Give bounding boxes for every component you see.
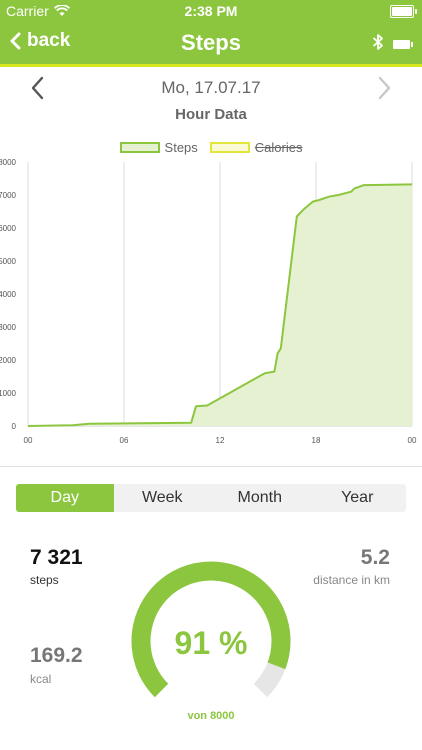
y-tick-label: 1000 — [0, 389, 17, 398]
bluetooth-icon[interactable] — [372, 33, 384, 51]
y-tick-label: 7000 — [0, 191, 17, 200]
status-time: 2:38 PM — [184, 3, 238, 19]
battery-icon — [390, 5, 417, 18]
x-tick-label: 12 — [216, 436, 225, 445]
y-tick-label: 8000 — [0, 158, 17, 167]
y-tick-label: 3000 — [0, 323, 17, 332]
steps-value: 7 321 — [30, 546, 83, 569]
device-battery-icon — [393, 40, 413, 49]
tab-week[interactable]: Week — [141, 489, 183, 506]
tab-year[interactable]: Year — [341, 489, 374, 506]
back-label: back — [27, 30, 71, 51]
chart-legend: Steps Calories — [0, 140, 422, 155]
back-button[interactable]: back — [10, 30, 70, 52]
distance-label: distance in km — [313, 573, 390, 587]
legend-item-steps[interactable]: Steps — [119, 140, 198, 155]
current-date: Mo, 17.07.17 — [161, 78, 261, 97]
date-navigator: Mo, 17.07.17 — [0, 74, 422, 106]
page-title: Steps — [181, 30, 241, 55]
period-selector: Day Week Month Year — [16, 484, 406, 512]
y-tick-label: 5000 — [0, 257, 17, 266]
kcal-label: kcal — [30, 672, 52, 686]
tab-month[interactable]: Month — [237, 489, 282, 506]
x-tick-label: 00 — [24, 436, 33, 445]
carrier-label: Carrier — [6, 3, 49, 19]
y-tick-label: 4000 — [0, 290, 17, 299]
nav-bar: back Steps — [0, 22, 422, 67]
goal-target: von 8000 — [187, 710, 235, 722]
calories-swatch — [209, 142, 250, 153]
legend-steps-label: Steps — [164, 140, 198, 155]
steps-line — [27, 183, 413, 427]
chevron-left-icon — [10, 32, 21, 50]
y-tick-label: 6000 — [0, 224, 17, 233]
wifi-icon — [53, 5, 70, 16]
steps-area — [28, 184, 412, 426]
chart-subtitle: Hour Data — [175, 106, 247, 123]
legend-calories-label: Calories — [254, 140, 303, 155]
tab-day[interactable]: Day — [16, 484, 114, 512]
goal-percent: 91 % — [174, 625, 248, 661]
x-tick-label: 06 — [120, 436, 129, 445]
steps-swatch — [119, 142, 160, 153]
goal-gauge — [131, 561, 291, 698]
status-bar: Carrier 2:38 PM — [0, 0, 422, 22]
steps-label: steps — [30, 573, 59, 587]
previous-day-button[interactable] — [30, 76, 44, 100]
y-tick-label: 0 — [12, 422, 17, 431]
distance-value: 5.2 — [360, 546, 390, 569]
section-divider — [0, 466, 422, 467]
legend-item-calories[interactable]: Calories — [209, 140, 303, 155]
x-tick-label: 18 — [312, 436, 321, 445]
carrier-group: Carrier — [6, 3, 70, 19]
x-tick-label: 00 — [408, 436, 417, 445]
next-day-button[interactable] — [378, 76, 392, 100]
y-tick-label: 2000 — [0, 356, 17, 365]
steps-chart: 0 1000 2000 3000 4000 5000 6000 7000 8000 00 06 12 1… — [0, 158, 417, 445]
kcal-value: 169.2 — [30, 644, 83, 667]
gauge-progress — [131, 561, 291, 698]
